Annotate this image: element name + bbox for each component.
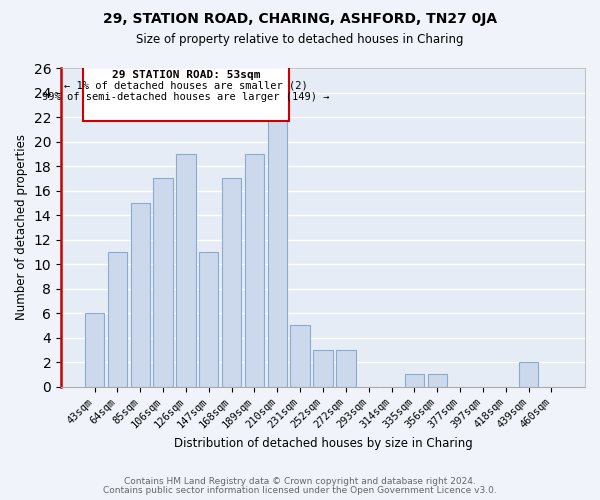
Bar: [131, 203, 150, 386]
Text: 29 STATION ROAD: 53sqm: 29 STATION ROAD: 53sqm: [112, 70, 260, 80]
Text: Contains public sector information licensed under the Open Government Licence v3: Contains public sector information licen…: [103, 486, 497, 495]
Bar: [313, 350, 333, 387]
Bar: [176, 154, 196, 386]
Bar: [404, 374, 424, 386]
Bar: [107, 252, 127, 386]
Bar: [428, 374, 447, 386]
Bar: [85, 313, 104, 386]
FancyBboxPatch shape: [83, 68, 289, 120]
Bar: [222, 178, 241, 386]
Text: ← 1% of detached houses are smaller (2): ← 1% of detached houses are smaller (2): [64, 81, 308, 91]
Text: 99% of semi-detached houses are larger (149) →: 99% of semi-detached houses are larger (…: [42, 92, 329, 102]
Bar: [154, 178, 173, 386]
Text: 29, STATION ROAD, CHARING, ASHFORD, TN27 0JA: 29, STATION ROAD, CHARING, ASHFORD, TN27…: [103, 12, 497, 26]
Bar: [268, 117, 287, 386]
Text: Contains HM Land Registry data © Crown copyright and database right 2024.: Contains HM Land Registry data © Crown c…: [124, 477, 476, 486]
Y-axis label: Number of detached properties: Number of detached properties: [15, 134, 28, 320]
Text: Size of property relative to detached houses in Charing: Size of property relative to detached ho…: [136, 32, 464, 46]
Bar: [199, 252, 218, 386]
Bar: [336, 350, 356, 387]
Bar: [519, 362, 538, 386]
Bar: [290, 326, 310, 386]
Bar: [245, 154, 264, 386]
X-axis label: Distribution of detached houses by size in Charing: Distribution of detached houses by size …: [173, 437, 472, 450]
